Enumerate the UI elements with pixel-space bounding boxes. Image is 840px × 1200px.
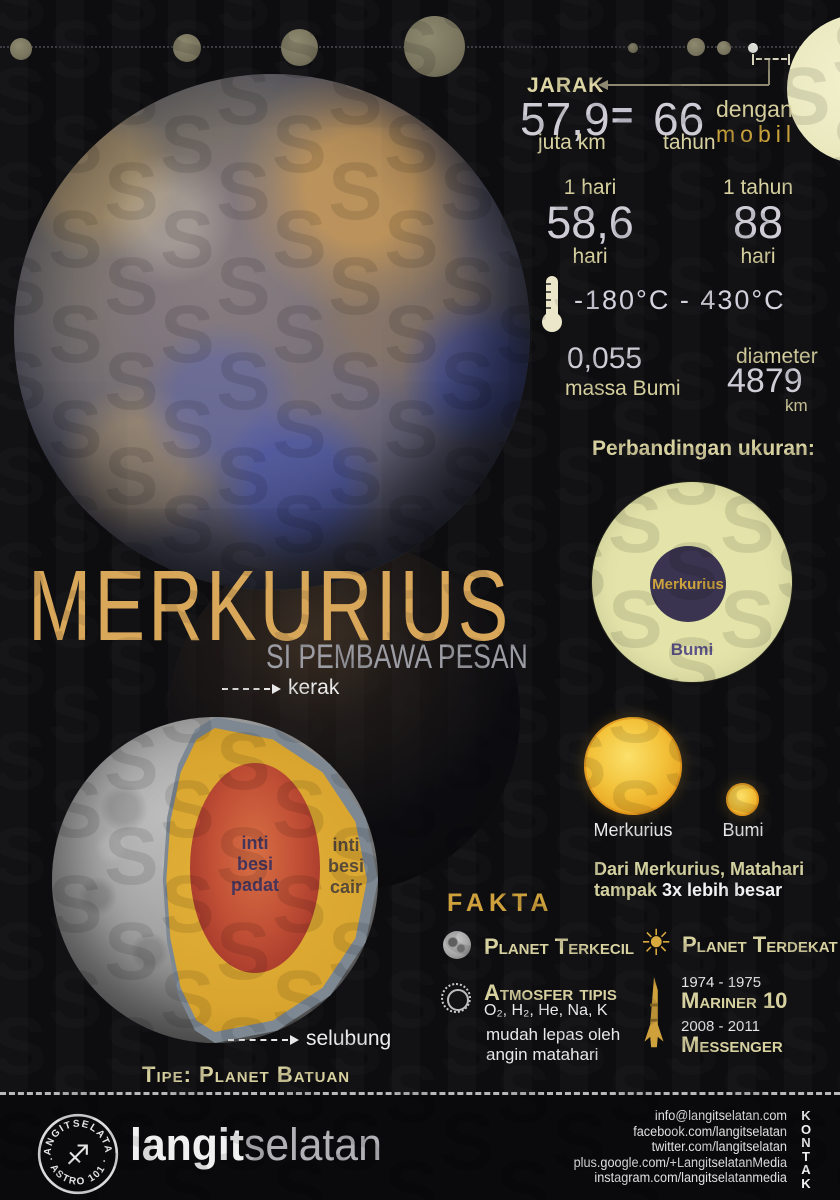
contact-twitter: twitter.com/langitselatan [651, 1139, 787, 1155]
contact-list: info@langitselatan.com facebook.com/lang… [498, 1108, 787, 1186]
mission-1-years: 1974 - 1975 [681, 974, 762, 991]
rocket-icon [644, 977, 664, 1048]
orbit-title: 1 tahun [722, 176, 794, 199]
sun-small-label: Bumi [722, 820, 764, 840]
mercury-size-circle: Merkurius [650, 546, 726, 622]
pointer-arrowhead-icon [598, 80, 608, 90]
planet-type-label: Tipe: Planet Batuan [142, 1062, 351, 1087]
bracket-tick-right [788, 54, 790, 65]
mantle-pointer-arrow-icon [290, 1035, 299, 1045]
planet-neptune-dot [10, 38, 32, 60]
atmosphere-note: mudah lepas oleh angin matahari [486, 1025, 621, 1064]
planet-mercury-dot [748, 43, 758, 53]
langitselatan-logo: langitselatan [130, 1120, 382, 1170]
crust-label: kerak [288, 676, 340, 699]
sun-big-label: Merkurius [593, 820, 673, 840]
planet-mars-dot [628, 43, 638, 53]
sun-view-caption: Dari Merkurius, Matahari tampak 3x lebih… [594, 859, 804, 901]
contact-instagram: instagram.com/langitselatanmedia [594, 1170, 787, 1186]
mass-value: 0,055 [567, 342, 643, 375]
footer-separator [0, 1092, 840, 1095]
atmosphere-icon [441, 983, 471, 1013]
crust-pointer-line [222, 688, 270, 690]
outer-core-label: inti besi cair [327, 835, 365, 897]
rotation-value: 58,6 [546, 197, 634, 248]
temperature-range: -180°C - 430°C [574, 285, 786, 315]
logo-light: selatan [244, 1119, 382, 1170]
mission-1-name: Mariner 10 [681, 988, 788, 1013]
distance-label: JARAK [527, 74, 605, 97]
pointer-line-horizontal [608, 84, 769, 86]
crust-pointer-arrow-icon [272, 684, 281, 694]
logo-bold: langit [130, 1119, 244, 1170]
mantle-label: selubung [306, 1027, 392, 1050]
mass-label: massa Bumi [565, 377, 681, 400]
mercury-cutaway-diagram [52, 717, 378, 1043]
atmosphere-title: Atmosfer tipis [484, 980, 617, 1005]
page-subtitle: SI PEMBAWA PESAN [266, 638, 528, 676]
thermometer-tick [546, 307, 551, 309]
bracket-dashed-line [756, 58, 787, 60]
bracket-tick-left [752, 54, 754, 65]
thermometer-tick [546, 291, 551, 293]
thermometer-tick [546, 283, 551, 285]
planet-saturn-dot [281, 29, 318, 66]
orbit-value: 88 [732, 197, 784, 248]
rotation-unit: hari [572, 245, 608, 268]
mantle-pointer-line [228, 1039, 288, 1041]
pointer-line-vertical [768, 60, 770, 85]
facts-heading: FAKTA [447, 889, 554, 917]
sun-caption-line1: Dari Merkurius, Matahari [594, 859, 805, 879]
fact-closest: Planet Terdekat [682, 932, 838, 957]
contact-email: info@langitselatan.com [654, 1108, 787, 1123]
footer [0, 1095, 840, 1200]
car-label-dengan: dengan [716, 96, 793, 122]
earth-size-circle: Merkurius Bumi [592, 482, 792, 682]
car-travel-unit: tahun [663, 131, 716, 154]
kontak-vertical-label: KONTAK [800, 1108, 812, 1191]
inner-core-label: inti besi padat [230, 833, 279, 895]
thermometer-icon [546, 276, 558, 320]
distance-unit: juta km [538, 131, 606, 154]
mercury-size-label: Merkurius [652, 575, 724, 593]
distance-value: 57,9 [520, 93, 610, 145]
orbit-unit: hari [740, 245, 776, 268]
page-title: MERKURIUS [28, 550, 512, 662]
small-planet-icon [443, 931, 471, 959]
size-comparison-title: Perbandingan ukuran: [592, 437, 815, 460]
langitselatan-badge-icon: LANGITSELATAN · ASTRO 101 · ♐ [36, 1112, 119, 1195]
fact-smallest: Planet Terkecil [484, 934, 635, 959]
cutaway-core-clip [166, 728, 367, 1032]
atmosphere-elements: O₂, H₂, He, Na, K [484, 1002, 608, 1019]
planet-jupiter-dot [404, 16, 465, 77]
contact-googleplus: plus.google.com/+LangitselatanMedia [573, 1154, 787, 1170]
planet-earth-dot [687, 38, 705, 56]
diameter-value: 4879 [727, 362, 803, 400]
thermometer-tick [546, 299, 551, 301]
diameter-unit: km [785, 396, 808, 415]
diameter-label: diameter [736, 345, 818, 368]
sun-caption-line2: tampak 3x lebih besar [594, 880, 783, 900]
badge-archer-icon: ♐ [66, 1141, 90, 1172]
mission-2-name: Messenger [681, 1032, 783, 1057]
car-label-mobil: mobil [716, 121, 796, 147]
rotation-stat: 1 hari 58,6 hari [535, 176, 645, 269]
rotation-title: 1 hari [563, 176, 617, 199]
contact-facebook: facebook.com/langitselatan [633, 1123, 787, 1139]
orbit-stat: 1 tahun 88 hari [703, 176, 813, 269]
earth-size-label: Bumi [670, 640, 714, 659]
planet-uranus-dot [173, 34, 201, 62]
thermometer-bulb-icon [542, 312, 562, 332]
sun-from-mercury-circle [584, 717, 682, 815]
mission-2-years: 2008 - 2011 [681, 1018, 760, 1035]
sun-from-earth-circle [726, 783, 759, 816]
cutaway-core [190, 763, 320, 973]
planet-venus-dot [717, 41, 731, 55]
car-travel-value: 66 [653, 93, 705, 145]
equals-sign: = [611, 95, 634, 137]
mercury-globe-image [14, 74, 530, 590]
sun-icon: ☀ [640, 922, 673, 963]
